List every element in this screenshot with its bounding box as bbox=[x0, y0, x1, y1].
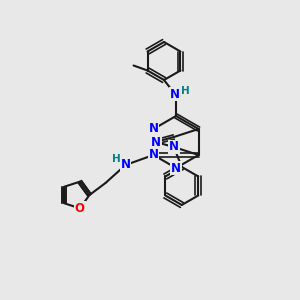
Text: N: N bbox=[170, 88, 180, 100]
Text: N: N bbox=[121, 158, 130, 172]
Text: N: N bbox=[171, 161, 181, 175]
Text: H: H bbox=[112, 154, 121, 164]
Text: O: O bbox=[75, 202, 85, 215]
Text: N: N bbox=[169, 140, 179, 154]
Text: N: N bbox=[151, 136, 160, 148]
Text: H: H bbox=[181, 86, 189, 96]
Text: N: N bbox=[148, 122, 158, 136]
Text: N: N bbox=[148, 148, 158, 161]
